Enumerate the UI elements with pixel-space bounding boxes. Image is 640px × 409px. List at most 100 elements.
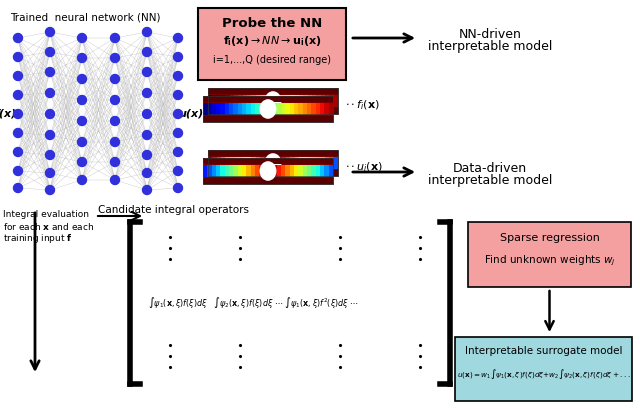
Bar <box>276 165 282 177</box>
Text: Find unknown weights $w_j$: Find unknown weights $w_j$ <box>484 254 616 268</box>
Bar <box>221 157 226 169</box>
Circle shape <box>173 148 182 157</box>
Circle shape <box>45 186 54 195</box>
Circle shape <box>13 166 22 175</box>
Circle shape <box>111 137 120 146</box>
Bar <box>251 165 255 177</box>
Bar <box>203 158 333 184</box>
Bar <box>294 103 299 115</box>
Bar <box>273 103 277 115</box>
Circle shape <box>77 95 86 105</box>
Bar <box>217 157 221 169</box>
Text: interpretable model: interpretable model <box>428 40 552 53</box>
Bar <box>237 165 243 177</box>
Bar <box>238 157 243 169</box>
Circle shape <box>111 157 120 166</box>
Bar <box>294 95 300 107</box>
Bar <box>299 157 304 169</box>
Circle shape <box>13 148 22 157</box>
Bar <box>234 95 239 107</box>
Bar <box>303 95 308 107</box>
Bar <box>234 165 238 177</box>
Circle shape <box>143 151 152 160</box>
Bar <box>268 165 273 177</box>
Bar <box>316 157 321 169</box>
Bar <box>291 95 295 107</box>
Bar <box>208 150 338 176</box>
Bar <box>225 95 230 107</box>
Bar <box>333 95 339 107</box>
Bar <box>251 103 255 115</box>
Circle shape <box>111 95 120 105</box>
Bar <box>203 96 333 122</box>
Bar <box>207 165 212 177</box>
Bar <box>252 157 256 169</box>
Circle shape <box>77 137 86 146</box>
Circle shape <box>77 54 86 63</box>
Text: $\cdot\cdot f_i(\mathbf{x})$: $\cdot\cdot f_i(\mathbf{x})$ <box>345 98 380 112</box>
Bar <box>230 95 234 107</box>
Bar <box>307 165 312 177</box>
Bar <box>324 103 329 115</box>
Bar <box>230 157 234 169</box>
Bar <box>329 103 333 115</box>
Text: Candidate integral operators: Candidate integral operators <box>98 205 249 215</box>
Text: for each $\mathbf{x}$ and each: for each $\mathbf{x}$ and each <box>3 221 94 232</box>
Bar <box>225 103 230 115</box>
Bar <box>468 222 631 287</box>
Bar <box>269 157 273 169</box>
Bar <box>273 157 278 169</box>
Circle shape <box>45 110 54 119</box>
Bar <box>311 103 316 115</box>
Bar <box>220 165 225 177</box>
Circle shape <box>45 130 54 139</box>
Text: interpretable model: interpretable model <box>428 174 552 187</box>
Bar <box>225 165 230 177</box>
Circle shape <box>143 130 152 139</box>
Bar <box>255 165 260 177</box>
Bar <box>237 103 243 115</box>
Circle shape <box>45 27 54 36</box>
Bar <box>255 103 260 115</box>
Bar <box>294 157 300 169</box>
Bar <box>212 95 217 107</box>
Bar <box>259 103 264 115</box>
Bar <box>276 103 282 115</box>
Bar <box>255 157 260 169</box>
Bar <box>303 103 307 115</box>
Circle shape <box>173 72 182 81</box>
Bar <box>255 95 260 107</box>
Bar <box>320 165 325 177</box>
Bar <box>208 88 338 114</box>
Bar <box>203 158 333 184</box>
Circle shape <box>77 74 86 83</box>
Bar <box>455 337 632 401</box>
Bar <box>220 103 225 115</box>
Bar <box>229 165 234 177</box>
Bar <box>273 165 277 177</box>
Bar <box>247 95 252 107</box>
Circle shape <box>13 90 22 99</box>
Bar <box>294 165 299 177</box>
Bar <box>333 157 339 169</box>
Circle shape <box>13 128 22 137</box>
Text: Data-driven: Data-driven <box>453 162 527 175</box>
Bar <box>316 103 321 115</box>
Circle shape <box>13 184 22 193</box>
Bar <box>208 95 213 107</box>
Bar <box>285 165 290 177</box>
Bar <box>308 95 312 107</box>
Bar <box>312 157 317 169</box>
Circle shape <box>173 34 182 43</box>
Bar <box>216 103 221 115</box>
Circle shape <box>45 47 54 56</box>
Bar <box>259 165 264 177</box>
Bar <box>264 165 269 177</box>
Circle shape <box>143 47 152 56</box>
Circle shape <box>111 117 120 126</box>
Bar <box>291 157 295 169</box>
Bar <box>290 103 294 115</box>
Ellipse shape <box>260 100 276 118</box>
Bar <box>311 165 316 177</box>
Bar <box>330 95 334 107</box>
